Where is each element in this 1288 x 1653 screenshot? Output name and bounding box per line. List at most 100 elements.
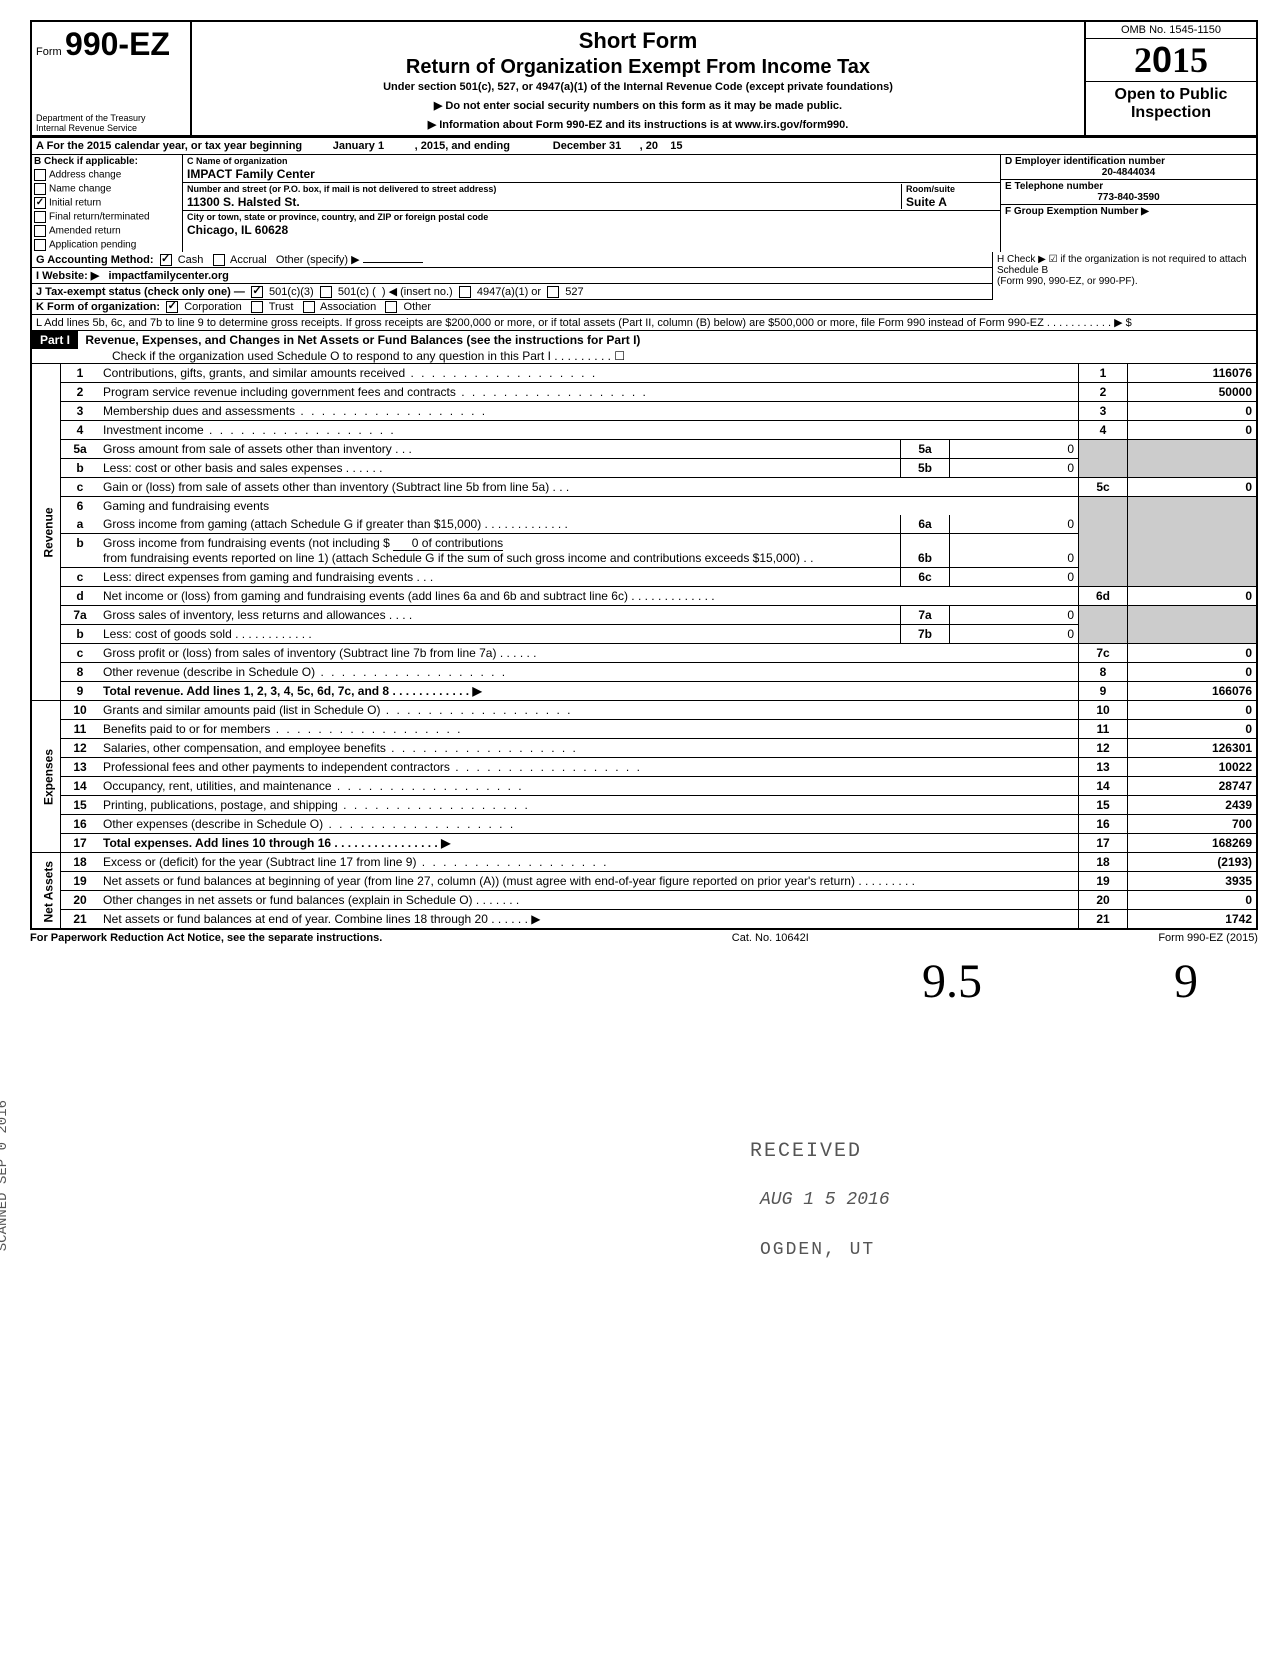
row-ghij: G Accounting Method: ✓ Cash Accrual Othe… xyxy=(30,252,1258,300)
chk-final[interactable] xyxy=(34,211,46,223)
part1-check-o: Check if the organization used Schedule … xyxy=(32,349,1256,363)
l6-desc: Gaming and fundraising events xyxy=(103,499,269,513)
l6b-desc-c: from fundraising events reported on line… xyxy=(103,551,800,565)
row-a-yylabel: , 20 xyxy=(640,140,658,152)
l9-arrow: ▶ xyxy=(472,684,481,698)
ghi-left: G Accounting Method: ✓ Cash Accrual Othe… xyxy=(32,252,992,300)
line-13: 13 Professional fees and other payments … xyxy=(31,758,1257,777)
l21-val: 1742 xyxy=(1128,910,1258,930)
org-suite: Suite A xyxy=(906,195,947,209)
l6b-desc-a: Gross income from fundraising events (no… xyxy=(103,536,390,550)
warn-ssn: ▶ Do not enter social security numbers o… xyxy=(200,99,1076,112)
line-18: Net Assets 18 Excess or (deficit) for th… xyxy=(31,853,1257,872)
f-label: F Group Exemption Number ▶ xyxy=(1005,206,1149,217)
j-501c3: 501(c)(3) xyxy=(269,286,314,298)
l18-num: 18 xyxy=(61,853,100,872)
line-10: Expenses 10 Grants and similar amounts p… xyxy=(31,701,1257,720)
dept-label: Department of the Treasury Internal Reve… xyxy=(36,113,146,133)
chk-501c[interactable] xyxy=(320,286,332,298)
l6c-desc: Less: direct expenses from gaming and fu… xyxy=(103,570,413,584)
line-21: 21 Net assets or fund balances at end of… xyxy=(31,910,1257,930)
l3-num: 3 xyxy=(61,402,100,421)
l7b-num: b xyxy=(61,625,100,644)
col-def: D Employer identification number20-48440… xyxy=(1001,155,1256,252)
line-15: 15 Printing, publications, postage, and … xyxy=(31,796,1257,815)
line-12: 12 Salaries, other compensation, and emp… xyxy=(31,739,1257,758)
line-20: 20 Other changes in net assets or fund b… xyxy=(31,891,1257,910)
l10-num: 10 xyxy=(61,701,100,720)
chk-address[interactable] xyxy=(34,169,46,181)
l9-desc: Total revenue. Add lines 1, 2, 3, 4, 5c,… xyxy=(103,684,389,698)
l19-desc: Net assets or fund balances at beginning… xyxy=(103,874,855,888)
l14-box: 14 xyxy=(1079,777,1128,796)
i-label: I Website: ▶ xyxy=(36,270,99,282)
section-bcdef: B Check if applicable: Address change Na… xyxy=(30,155,1258,252)
hand-b: 9 xyxy=(1174,955,1198,1008)
l20-box: 20 xyxy=(1079,891,1128,910)
l5b-ival: 0 xyxy=(950,459,1079,478)
l13-desc: Professional fees and other payments to … xyxy=(103,760,450,774)
l5a-desc: Gross amount from sale of assets other t… xyxy=(103,442,392,456)
chk-assoc[interactable] xyxy=(303,301,315,313)
l5a-num: 5a xyxy=(61,440,100,459)
l6c-ibox: 6c xyxy=(901,568,950,587)
l17-desc: Total expenses. Add lines 10 through 16 xyxy=(103,836,331,850)
l7c-box: 7c xyxy=(1079,644,1128,663)
l4-desc: Investment income xyxy=(103,423,204,437)
l12-box: 12 xyxy=(1079,739,1128,758)
short-form-title: Short Form xyxy=(200,28,1076,54)
l5a-ival: 0 xyxy=(950,440,1079,459)
l6-num: 6 xyxy=(61,497,100,516)
chk-corp[interactable]: ✓ xyxy=(166,301,178,313)
l6c-num: c xyxy=(61,568,100,587)
chk-trust[interactable] xyxy=(251,301,263,313)
l10-desc: Grants and similar amounts paid (list in… xyxy=(103,703,380,717)
open-to-public: Open to Public Inspection xyxy=(1086,82,1256,126)
row-g: G Accounting Method: ✓ Cash Accrual Othe… xyxy=(32,252,992,268)
footer-center: Cat. No. 10642I xyxy=(732,932,809,944)
chk-cash[interactable]: ✓ xyxy=(160,254,172,266)
chk-4947[interactable] xyxy=(459,286,471,298)
l5a-ibox: 5a xyxy=(901,440,950,459)
g-other-fill[interactable] xyxy=(363,262,423,263)
j-label: J Tax-exempt status (check only one) — xyxy=(36,286,245,298)
side-expenses: Expenses xyxy=(31,701,61,853)
l17-val: 168269 xyxy=(1128,834,1258,853)
b-item-0: Address change xyxy=(49,170,121,181)
row-j: J Tax-exempt status (check only one) — ✓… xyxy=(32,284,992,300)
chk-501c3[interactable]: ✓ xyxy=(251,286,263,298)
row-a-end: December 31 xyxy=(553,140,622,152)
b-item-1: Name change xyxy=(49,184,111,195)
l11-desc: Benefits paid to or for members xyxy=(103,722,270,736)
chk-527[interactable] xyxy=(547,286,559,298)
chk-other[interactable] xyxy=(385,301,397,313)
l18-desc: Excess or (deficit) for the year (Subtra… xyxy=(103,855,416,869)
k-corp: Corporation xyxy=(184,301,241,313)
l7-gray xyxy=(1079,606,1128,644)
l21-desc: Net assets or fund balances at end of ye… xyxy=(103,912,488,926)
org-street: 11300 S. Halsted St. xyxy=(187,195,300,209)
line-6b: b Gross income from fundraising events (… xyxy=(31,534,1257,568)
chk-accrual[interactable] xyxy=(213,254,225,266)
l1-box: 1 xyxy=(1079,364,1128,383)
l10-val: 0 xyxy=(1128,701,1258,720)
chk-namechange[interactable] xyxy=(34,183,46,195)
l6a-ibox: 6a xyxy=(901,515,950,534)
chk-initial[interactable]: ✓ xyxy=(34,197,46,209)
l6c-ival: 0 xyxy=(950,568,1079,587)
chk-amended[interactable] xyxy=(34,225,46,237)
l9-box: 9 xyxy=(1079,682,1128,701)
line-11: 11 Benefits paid to or for members 11 0 xyxy=(31,720,1257,739)
chk-pending[interactable] xyxy=(34,239,46,251)
side-revenue: Revenue xyxy=(31,364,61,701)
l7b-ival: 0 xyxy=(950,625,1079,644)
row-a-yy: 15 xyxy=(670,140,682,152)
header-center: Short Form Return of Organization Exempt… xyxy=(192,22,1086,135)
l6d-box: 6d xyxy=(1079,587,1128,606)
l7a-desc: Gross sales of inventory, less returns a… xyxy=(103,608,386,622)
l19-val: 3935 xyxy=(1128,872,1258,891)
stamp-date: AUG 1 5 2016 xyxy=(760,1190,890,1210)
l8-num: 8 xyxy=(61,663,100,682)
l6a-ival: 0 xyxy=(950,515,1079,534)
l5ab-gray xyxy=(1079,440,1128,478)
